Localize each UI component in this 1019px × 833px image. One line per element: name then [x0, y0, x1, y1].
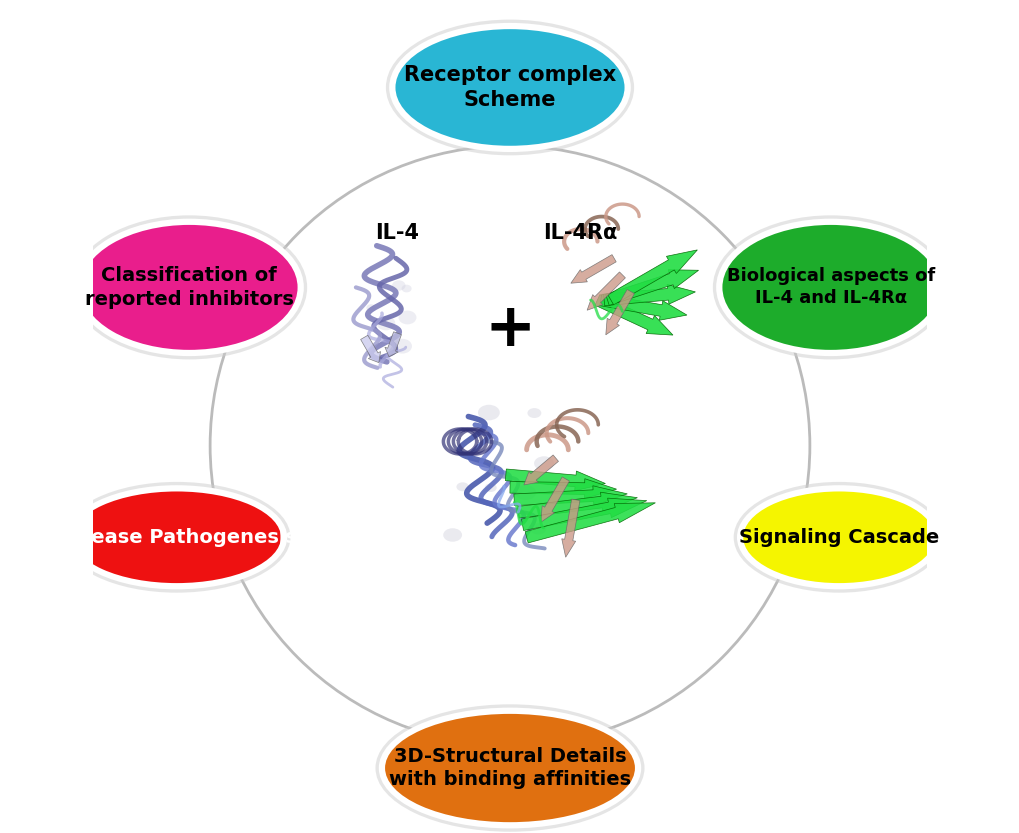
Ellipse shape: [71, 216, 307, 360]
Text: IL-4: IL-4: [375, 223, 419, 243]
Text: Signaling Cascade: Signaling Cascade: [738, 528, 938, 546]
FancyArrow shape: [607, 250, 697, 305]
FancyArrow shape: [514, 486, 627, 506]
FancyArrow shape: [603, 284, 695, 306]
Ellipse shape: [712, 216, 948, 360]
Ellipse shape: [398, 311, 416, 324]
Ellipse shape: [534, 456, 553, 471]
Ellipse shape: [74, 219, 304, 357]
Ellipse shape: [378, 708, 641, 828]
FancyArrow shape: [594, 295, 673, 335]
FancyArrow shape: [521, 498, 646, 531]
Text: Biological aspects of
IL-4 and IL-4Rα: Biological aspects of IL-4 and IL-4Rα: [726, 267, 934, 307]
FancyArrow shape: [540, 476, 569, 522]
FancyArrow shape: [524, 455, 558, 485]
Ellipse shape: [715, 219, 945, 357]
Text: +: +: [484, 300, 535, 358]
FancyArrow shape: [599, 294, 686, 320]
Ellipse shape: [393, 27, 626, 148]
Ellipse shape: [376, 316, 395, 331]
Ellipse shape: [719, 223, 941, 352]
Ellipse shape: [385, 20, 634, 156]
Ellipse shape: [382, 711, 637, 825]
Ellipse shape: [733, 481, 944, 593]
Ellipse shape: [63, 481, 290, 593]
Ellipse shape: [391, 281, 406, 291]
Ellipse shape: [478, 405, 499, 421]
Ellipse shape: [741, 490, 936, 586]
FancyArrow shape: [587, 272, 625, 310]
Text: IL-4Rα: IL-4Rα: [543, 223, 618, 243]
Ellipse shape: [78, 223, 300, 352]
Ellipse shape: [375, 705, 644, 831]
Ellipse shape: [527, 408, 541, 418]
FancyArrow shape: [504, 469, 605, 491]
Ellipse shape: [515, 485, 536, 500]
FancyArrow shape: [510, 479, 616, 498]
Ellipse shape: [66, 485, 287, 590]
Ellipse shape: [530, 523, 546, 535]
Ellipse shape: [484, 483, 496, 492]
Ellipse shape: [401, 285, 412, 292]
Text: Disease Pathogenesis: Disease Pathogenesis: [57, 528, 297, 546]
Text: Classification of
reported inhibitors: Classification of reported inhibitors: [85, 266, 293, 309]
FancyArrow shape: [571, 255, 615, 283]
FancyArrow shape: [525, 503, 655, 543]
FancyArrow shape: [517, 492, 637, 518]
Circle shape: [210, 146, 809, 746]
Text: 3D-Structural Details
with binding affinities: 3D-Structural Details with binding affin…: [388, 746, 631, 790]
Ellipse shape: [70, 490, 282, 586]
Ellipse shape: [389, 23, 630, 152]
FancyArrow shape: [605, 270, 698, 306]
Ellipse shape: [442, 528, 462, 541]
Ellipse shape: [392, 339, 412, 353]
Text: Receptor complex
Scheme: Receptor complex Scheme: [404, 65, 615, 110]
FancyArrow shape: [561, 499, 580, 557]
Ellipse shape: [366, 304, 375, 312]
FancyArrow shape: [361, 336, 380, 362]
FancyArrow shape: [384, 332, 401, 357]
Ellipse shape: [455, 482, 469, 491]
Ellipse shape: [737, 485, 941, 590]
FancyArrow shape: [605, 290, 634, 335]
